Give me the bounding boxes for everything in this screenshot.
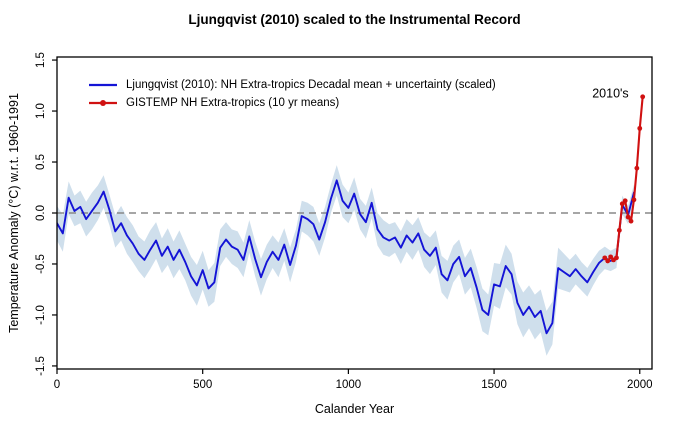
chart-title: Ljungqvist (2010) scaled to the Instrume… [188, 12, 521, 27]
y-tick-label: 0.0 [35, 205, 47, 221]
legend-label-gistemp: GISTEMP NH Extra-tropics (10 yr means) [126, 97, 340, 109]
y-tick-label: 1.5 [35, 52, 47, 68]
decade-annotation: 2010's [592, 87, 628, 101]
red-series-point [637, 125, 643, 131]
blue-series-line [57, 179, 635, 335]
red-series-point [631, 197, 637, 203]
y-tick-label: -0.5 [35, 254, 47, 274]
red-series-point [616, 227, 622, 233]
red-series-point [625, 214, 631, 220]
red-series-point [605, 258, 611, 264]
x-tick-label: 500 [193, 379, 212, 391]
x-tick-label: 2000 [627, 379, 653, 391]
red-series-point [602, 255, 608, 261]
y-tick-label: 1.0 [35, 103, 47, 119]
red-series-point [614, 255, 619, 261]
legend: Ljungqvist (2010): NH Extra-tropics Deca… [88, 78, 496, 110]
y-tick-label: 0.5 [35, 154, 47, 170]
y-tick-label: -1.5 [35, 356, 47, 376]
red-series-point [608, 254, 614, 260]
red-series-point [619, 201, 625, 207]
legend-label-ljungqvist: Ljungqvist (2010): NH Extra-tropics Deca… [126, 79, 496, 91]
x-axis-title: Calander Year [314, 402, 395, 416]
plot-border [56, 56, 653, 370]
red-series-point [628, 218, 634, 224]
y-axis-title: Temperature Anomaly (°C) w.r.t. 1960-199… [7, 93, 21, 333]
data-layer [57, 94, 652, 356]
x-tick-label: 1500 [481, 379, 507, 391]
legend-item-gistemp: GISTEMP NH Extra-tropics (10 yr means) [88, 96, 496, 110]
red-series-line [603, 95, 644, 262]
red-series-point [634, 165, 640, 171]
blue-line-sample-icon [89, 83, 117, 87]
uncertainty-band [57, 165, 634, 356]
red-series-point [622, 198, 628, 204]
legend-item-ljungqvist: Ljungqvist (2010): NH Extra-tropics Deca… [88, 78, 496, 92]
x-tick-label: 0 [54, 379, 60, 391]
red-series-point [640, 94, 646, 100]
red-line-dot-sample-icon [89, 100, 117, 106]
x-tick-label: 1000 [336, 379, 362, 391]
y-tick-label: -1.0 [35, 305, 47, 325]
